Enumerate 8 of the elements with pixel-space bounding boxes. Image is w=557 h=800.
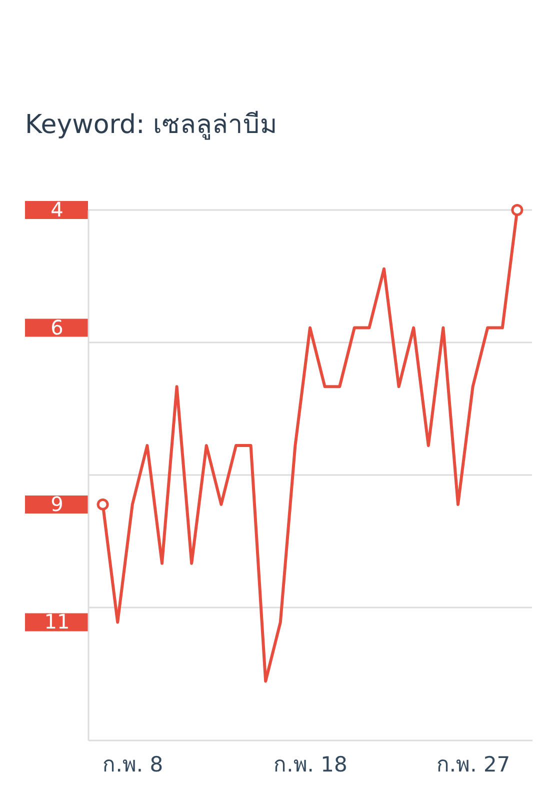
y-tick-label: 11 [44,610,70,634]
y-tick-label: 4 [50,198,64,222]
y-tick-label: 9 [50,492,64,516]
chart-title: Keyword: เซลลูล่าบีม [25,110,278,140]
x-tick-label: ก.พ. 8 [102,752,164,776]
x-tick-label: ก.พ. 18 [274,752,348,776]
x-tick-label: ก.พ. 27 [436,752,510,776]
y-tick-label: 6 [50,315,64,340]
